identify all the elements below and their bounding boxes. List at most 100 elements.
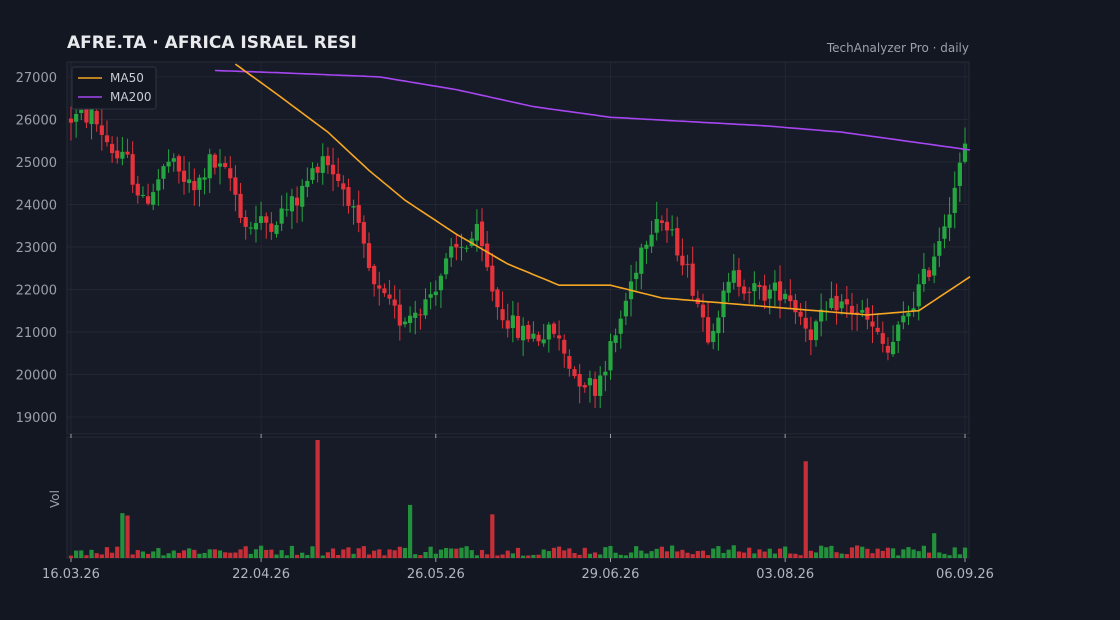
volume-bar — [680, 549, 685, 558]
candle-body — [197, 177, 202, 190]
candle-body — [428, 294, 433, 298]
volume-bar — [572, 553, 577, 558]
candle-body — [176, 156, 181, 172]
volume-bar — [813, 552, 819, 558]
candle-body — [942, 226, 947, 239]
volume-bar — [526, 555, 531, 558]
candle-body — [623, 300, 628, 317]
candle-body — [392, 299, 397, 306]
volume-bar — [351, 553, 356, 558]
candle-body — [99, 125, 104, 135]
candle-body — [706, 317, 711, 343]
chart-title: AFRE.TA · AFRICA ISRAEL RESI — [67, 33, 357, 53]
candle-body — [916, 284, 921, 307]
volume-bar — [346, 547, 351, 558]
volume-bar — [541, 549, 546, 558]
volume-bar — [248, 553, 253, 558]
volume-bar — [99, 554, 104, 558]
volume-bar — [860, 546, 865, 558]
candle-body — [613, 335, 618, 343]
candle-body — [305, 180, 310, 187]
x-tick-label: 16.03.26 — [42, 567, 100, 582]
volume-bar — [788, 553, 793, 558]
candle-body — [341, 183, 346, 190]
candle-body — [726, 281, 731, 293]
volume-bar — [911, 549, 916, 558]
volume-bar — [546, 551, 551, 558]
candle-body — [248, 227, 253, 229]
candle-body — [310, 168, 315, 180]
candle-body — [120, 151, 125, 159]
volume-bar — [937, 552, 942, 558]
price-panel — [66, 61, 970, 435]
candle-body — [793, 300, 798, 313]
volume-bar — [89, 549, 94, 558]
volume-bar — [880, 550, 885, 558]
volume-bar — [531, 554, 536, 558]
volume-bar — [921, 545, 926, 558]
volume-bar — [151, 551, 156, 558]
candle-body — [885, 345, 891, 353]
candle-body — [947, 214, 952, 228]
candle-body — [269, 223, 274, 232]
candle-body — [849, 305, 855, 314]
volume-bar — [469, 550, 474, 558]
volume-bar — [284, 555, 289, 558]
candle-body — [911, 308, 916, 312]
candle-body — [351, 206, 356, 208]
candle-body — [438, 275, 444, 291]
volume-bar — [916, 551, 921, 558]
volume-bar — [592, 552, 598, 558]
volume-bar — [741, 552, 747, 558]
candle-body — [377, 285, 382, 289]
volume-bar — [433, 553, 438, 558]
candle-body — [659, 220, 664, 223]
volume-bar — [690, 554, 695, 558]
volume-bar — [659, 546, 664, 558]
candle-body — [557, 335, 562, 339]
candle-body — [500, 309, 505, 321]
volume-bar — [932, 533, 937, 558]
volume-bar — [824, 547, 829, 558]
candle-body — [634, 272, 639, 280]
volume-bar — [212, 549, 217, 558]
candle-body — [515, 315, 521, 338]
volume-bar — [315, 440, 320, 558]
candle-body — [202, 177, 207, 180]
volume-bar — [726, 549, 731, 558]
volume-axis-label: Vol — [48, 490, 62, 508]
volume-bar — [259, 545, 264, 558]
volume-bar — [793, 553, 798, 558]
candle-body — [212, 154, 217, 168]
candle-body — [192, 181, 197, 191]
volume-bar — [300, 552, 305, 558]
volume-bar — [495, 555, 500, 558]
x-axis: 16.03.26 22.04.26 26.05.26 29.06.26 03.08.26… — [42, 434, 994, 582]
volume-bar — [207, 549, 212, 558]
candle-body — [788, 295, 793, 302]
candle-body — [181, 170, 187, 182]
y-tick-label: 19000 — [16, 411, 57, 426]
candle-body — [372, 265, 377, 285]
volume-bar — [947, 555, 952, 558]
volume-bar — [634, 546, 639, 558]
candle-body — [598, 375, 603, 396]
candle-body — [454, 243, 459, 248]
volume-bar — [798, 555, 803, 558]
candle-body — [664, 221, 670, 231]
volume-bar — [644, 553, 649, 558]
candle-body — [94, 111, 99, 125]
volume-bar — [649, 551, 654, 558]
candle-body — [228, 168, 233, 179]
ma200-line — [214, 69, 971, 151]
volume-bar — [577, 554, 582, 558]
volume-bar — [449, 548, 454, 558]
volume-bar — [397, 546, 402, 558]
y-tick-label: 22000 — [16, 283, 57, 298]
candle-body — [675, 228, 680, 256]
volume-panel — [66, 436, 970, 559]
volume-bar — [366, 554, 372, 558]
volume-bar — [443, 547, 449, 558]
volume-bar — [279, 550, 284, 558]
volume-bar — [187, 548, 192, 558]
